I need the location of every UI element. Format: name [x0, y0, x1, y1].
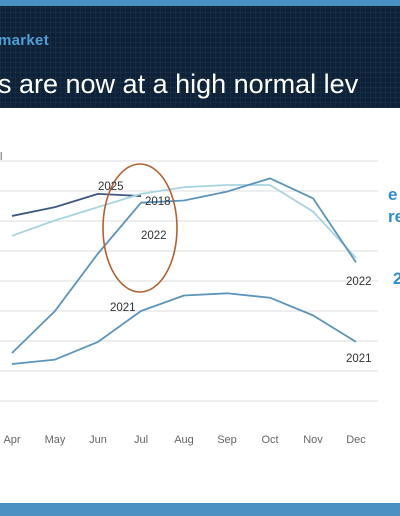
slide-header: market s are now at a high normal lev: [0, 6, 400, 108]
series-label-2021-end: 2021: [346, 353, 372, 365]
x-axis-ticks: Apr May Jun Jul Aug Sep Oct Nov Dec: [3, 434, 366, 446]
section-kicker: market: [0, 32, 49, 49]
annotation-text-1: e: [388, 185, 397, 204]
chart-series: [11, 177, 357, 365]
x-tick-label: Dec: [346, 434, 366, 446]
x-tick-label: Apr: [3, 434, 20, 446]
series-line-2025: [11, 192, 142, 217]
y-axis-label: l: [0, 151, 2, 163]
series-label-2022-end: 2022: [346, 276, 372, 288]
series-line-2021: [11, 292, 357, 365]
x-tick-label: Aug: [174, 434, 194, 446]
line-chart: Apr May Jun Jul Aug Sep Oct Nov Dec l 2025 2018 …: [0, 151, 400, 446]
top-accent-bar: [0, 0, 400, 6]
series-label-2021-mid: 2021: [110, 302, 136, 314]
series-label-2025: 2025: [98, 181, 124, 193]
series-label-2022-mid: 2022: [141, 230, 167, 242]
chart-gridlines: [0, 160, 378, 402]
x-tick-label: Jun: [89, 434, 107, 446]
x-tick-label: Sep: [217, 434, 237, 446]
bottom-accent-bar: [0, 503, 400, 516]
x-tick-label: Jul: [134, 434, 148, 446]
highlight-ellipse: [102, 163, 178, 293]
x-tick-label: Oct: [261, 434, 278, 446]
annotation-text-2: re: [388, 207, 400, 226]
slide-title: s are now at a high normal lev: [0, 69, 359, 99]
annotation-text-3: 2: [393, 269, 400, 288]
series-label-2018: 2018: [145, 196, 171, 208]
x-tick-label: May: [45, 434, 66, 446]
x-tick-label: Nov: [303, 434, 323, 446]
